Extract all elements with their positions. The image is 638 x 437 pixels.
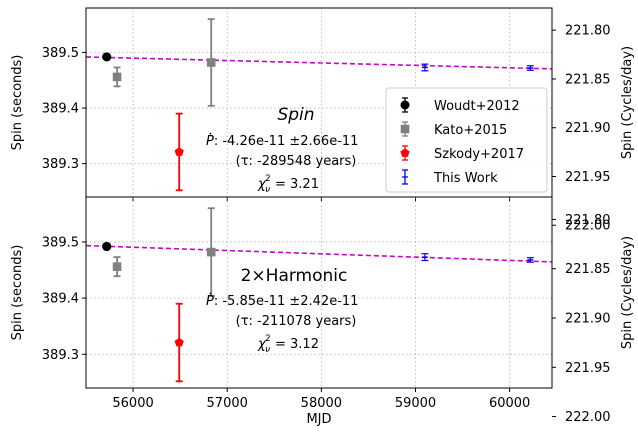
y-tick-label: 389.5	[42, 46, 79, 61]
pdot-dot	[209, 292, 212, 295]
legend-item: Kato+2015	[400, 121, 507, 138]
top-panel: 389.3 389.4 389.5 221.80 221.85 221.90 221.95 2…	[10, 7, 635, 234]
y-tick-label: 389.3	[42, 157, 79, 172]
pdot-dot	[209, 132, 212, 135]
legend-label: This Work	[433, 171, 498, 186]
series-this-work	[421, 253, 534, 263]
y-tick-label: 389.3	[42, 348, 79, 363]
grid	[86, 197, 552, 388]
x-tick-label: 60000	[489, 396, 530, 411]
fit-line	[85, 244, 553, 263]
right-y-tick-label: 221.85	[565, 72, 611, 87]
axes-frame	[85, 196, 553, 389]
bottom-panel: 389.3 389.4 389.5 221.80 221.85 221.90 221.95 2…	[10, 196, 635, 427]
data-point	[102, 241, 112, 252]
right-y-axis-label: Spin (Cycles/day)	[620, 236, 635, 349]
right-y-tick-label: 221.95	[565, 170, 611, 185]
legend-label: Kato+2015	[434, 123, 507, 138]
series-kato-2015	[112, 18, 216, 107]
chi2-value: = 3.12	[275, 337, 319, 352]
right-y-tick-label: 222.00	[565, 410, 611, 425]
data-point	[174, 147, 184, 156]
data-point	[206, 247, 216, 257]
data-point	[206, 58, 216, 67]
y-tick-label: 389.5	[42, 235, 79, 250]
right-y-tick-label: 221.90	[565, 312, 611, 327]
legend-item: Szkody+2017	[400, 145, 524, 162]
legend-marker	[400, 148, 410, 157]
chi2-annotation: χ	[257, 337, 267, 352]
data-point	[112, 262, 122, 271]
data-point	[112, 72, 122, 82]
chi2-value: = 3.21	[275, 177, 319, 192]
x-tick-label: 57000	[207, 396, 248, 411]
right-y-tick-label: 221.90	[565, 121, 611, 136]
annotation-block: 2×Harmonic P: -5.85e-11 ±2.42e-11 (τ: -211…	[206, 266, 358, 355]
y-axis-label: Spin (seconds)	[10, 55, 25, 151]
y-tick-label: 389.4	[42, 292, 79, 307]
x-tick-label: 56000	[112, 396, 153, 411]
legend-item: This Work	[402, 169, 498, 186]
annotation-block: Spin P: -4.26e-11 ±2.66e-11 (τ: -289548 ye…	[206, 105, 358, 195]
fit-line	[85, 56, 553, 70]
series-woudt-2012	[102, 241, 112, 252]
legend: Woudt+2012 Kato+2015 Szkody+2017 This Work	[385, 87, 548, 193]
right-y-tick-label: 222.00	[565, 219, 611, 234]
chi2-annotation: χ	[257, 177, 267, 192]
y-axis-label: Spin (seconds)	[10, 245, 25, 341]
right-y-tick-label: 221.80	[565, 24, 611, 39]
right-y-tick-label: 221.85	[565, 262, 611, 277]
annotation-title: Spin	[277, 105, 314, 125]
chi2-subscript: ν	[265, 185, 270, 195]
right-y-axis-label: Spin (Cycles/day)	[620, 46, 635, 159]
series-this-work	[421, 63, 534, 72]
tau-annotation: (τ: -211078 years)	[236, 314, 357, 329]
series-woudt-2012	[102, 52, 112, 62]
data-point	[102, 52, 112, 62]
legend-box	[385, 87, 548, 193]
y-tick-label: 389.4	[42, 102, 79, 117]
x-tick-label: 59000	[395, 396, 436, 411]
right-y-tick-label: 221.95	[565, 361, 611, 376]
legend-label: Szkody+2017	[434, 147, 524, 162]
chi2-superscript: 2	[265, 174, 271, 184]
x-axis-label: MJD	[306, 412, 331, 427]
series-kato-2015	[112, 207, 216, 297]
legend-marker	[400, 100, 410, 110]
pdot-annotation: P: -5.85e-11 ±2.42e-11	[206, 294, 358, 309]
chi2-subscript: ν	[265, 345, 270, 355]
chi2-superscript: 2	[265, 334, 271, 344]
series-szkody-2017	[174, 112, 184, 192]
data-point	[174, 337, 184, 347]
pdot-annotation: P: -4.26e-11 ±2.66e-11	[206, 134, 358, 149]
legend-marker	[400, 124, 410, 134]
legend-item: Woudt+2012	[400, 97, 520, 114]
series-szkody-2017	[174, 302, 184, 383]
annotation-title: 2×Harmonic	[241, 266, 348, 286]
legend-label: Woudt+2012	[434, 99, 520, 114]
tau-annotation: (τ: -289548 years)	[236, 154, 357, 169]
x-tick-label: 58000	[301, 396, 342, 411]
right-y-tick-label: 221.80	[565, 213, 611, 228]
